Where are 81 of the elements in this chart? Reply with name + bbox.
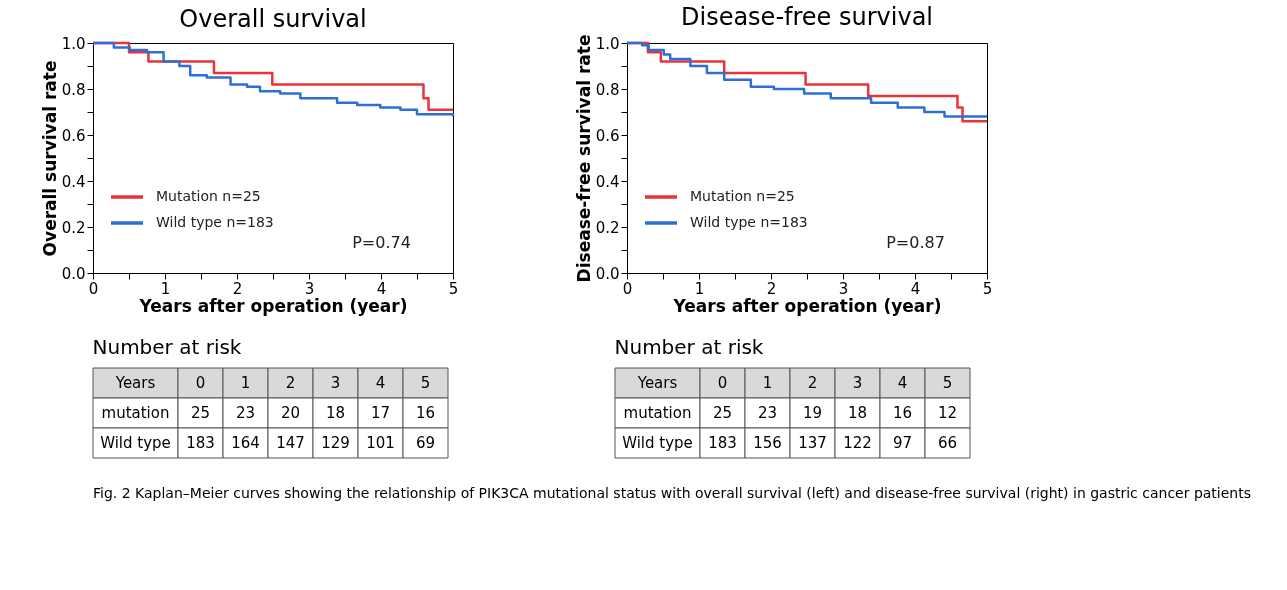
legend-label: Mutation n=25 bbox=[690, 188, 795, 204]
data-label: 23 bbox=[235, 404, 256, 422]
x-axis-title: Years after operation (year) bbox=[138, 295, 408, 316]
x-tick-label: 1 bbox=[160, 279, 171, 298]
x-axis-title: Years bbox=[636, 374, 678, 392]
y-tick-label: 0.4 bbox=[595, 172, 620, 191]
x-tick-label: 5 bbox=[982, 279, 993, 298]
y-axis-title: Disease-free survival rate bbox=[573, 34, 594, 283]
y-tick-label: 0.4 bbox=[61, 172, 86, 191]
annotation: P=0.74 bbox=[352, 233, 411, 253]
data-label: 122 bbox=[843, 434, 872, 452]
y-tick-label: 0.0 bbox=[595, 264, 620, 283]
x-axis-title: Years bbox=[114, 374, 156, 392]
data-label: 183 bbox=[708, 434, 737, 452]
data-label: 97 bbox=[892, 434, 913, 452]
chart-title: Number at risk bbox=[92, 334, 242, 359]
chart-title: Number at risk bbox=[614, 334, 764, 359]
y-axis-title: Overall survival rate bbox=[39, 60, 60, 257]
y-tick-label: mutation bbox=[101, 404, 170, 422]
data-label: 19 bbox=[802, 404, 823, 422]
x-tick-label: 0 bbox=[88, 279, 99, 298]
x-tick-label: 5 bbox=[942, 374, 953, 392]
legend-label: Wild type n=183 bbox=[690, 214, 808, 230]
chart-title: Overall survival bbox=[179, 5, 367, 33]
data-label: 25 bbox=[712, 404, 733, 422]
caption: Fig. 2 Kaplan–Meier curves showing the relationship of PIK3CA mutational status with overall survival (left) and disease-free survival (right) in gastric cancer patients bbox=[93, 485, 1252, 501]
data-label: 16 bbox=[892, 404, 913, 422]
legend-label: Wild type n=183 bbox=[156, 214, 274, 230]
x-tick-label: 3 bbox=[330, 374, 341, 392]
y-tick-label: 0.2 bbox=[595, 218, 620, 237]
data-label: 66 bbox=[937, 434, 958, 452]
x-tick-label: 2 bbox=[232, 279, 243, 298]
y-tick-label: 0.8 bbox=[595, 80, 620, 99]
y-tick-label: Wild type bbox=[622, 434, 693, 452]
data-label: 16 bbox=[415, 404, 436, 422]
data-label: 23 bbox=[757, 404, 778, 422]
x-tick-label: 1 bbox=[240, 374, 251, 392]
x-tick-label: 4 bbox=[897, 374, 908, 392]
data-label: 137 bbox=[798, 434, 827, 452]
data-label: 164 bbox=[231, 434, 260, 452]
data-label: 25 bbox=[190, 404, 211, 422]
data-label: 20 bbox=[280, 404, 301, 422]
x-tick-label: 3 bbox=[852, 374, 863, 392]
data-label: 183 bbox=[186, 434, 215, 452]
y-tick-label: 0.6 bbox=[61, 126, 86, 145]
x-tick-label: 1 bbox=[694, 279, 705, 298]
x-axis-title: Years after operation (year) bbox=[672, 295, 942, 316]
x-tick-label: 3 bbox=[838, 279, 849, 298]
x-tick-label: 1 bbox=[762, 374, 773, 392]
data-label: 12 bbox=[937, 404, 958, 422]
x-tick-label: 5 bbox=[448, 279, 459, 298]
data-label: 18 bbox=[325, 404, 346, 422]
x-tick-label: 2 bbox=[807, 374, 818, 392]
data-label: 101 bbox=[366, 434, 395, 452]
x-tick-label: 4 bbox=[376, 279, 387, 298]
x-tick-label: 2 bbox=[285, 374, 296, 392]
y-tick-label: 0.6 bbox=[595, 126, 620, 145]
x-tick-label: 4 bbox=[910, 279, 921, 298]
y-tick-label: Wild type bbox=[100, 434, 171, 452]
x-tick-label: 0 bbox=[622, 279, 633, 298]
y-tick-label: 1.0 bbox=[61, 34, 86, 53]
y-tick-label: 0.0 bbox=[61, 264, 86, 283]
data-label: 156 bbox=[753, 434, 782, 452]
x-tick-label: 3 bbox=[304, 279, 315, 298]
chart-title: Disease-free survival bbox=[680, 3, 934, 32]
x-tick-label: 2 bbox=[766, 279, 777, 298]
x-tick-label: 4 bbox=[375, 374, 386, 392]
annotation: P=0.87 bbox=[886, 233, 945, 253]
data-label: 147 bbox=[276, 434, 305, 452]
data-label: 129 bbox=[321, 434, 350, 452]
x-tick-label: 0 bbox=[195, 374, 206, 392]
legend-label: Mutation n=25 bbox=[156, 188, 261, 204]
y-tick-label: 0.8 bbox=[61, 80, 86, 99]
data-label: 18 bbox=[847, 404, 868, 422]
y-tick-label: mutation bbox=[623, 404, 692, 422]
x-tick-label: 5 bbox=[420, 374, 431, 392]
data-label: 17 bbox=[370, 404, 391, 422]
y-tick-label: 1.0 bbox=[595, 34, 620, 53]
y-tick-label: 0.2 bbox=[61, 218, 86, 237]
x-tick-label: 0 bbox=[717, 374, 728, 392]
data-label: 69 bbox=[415, 434, 436, 452]
